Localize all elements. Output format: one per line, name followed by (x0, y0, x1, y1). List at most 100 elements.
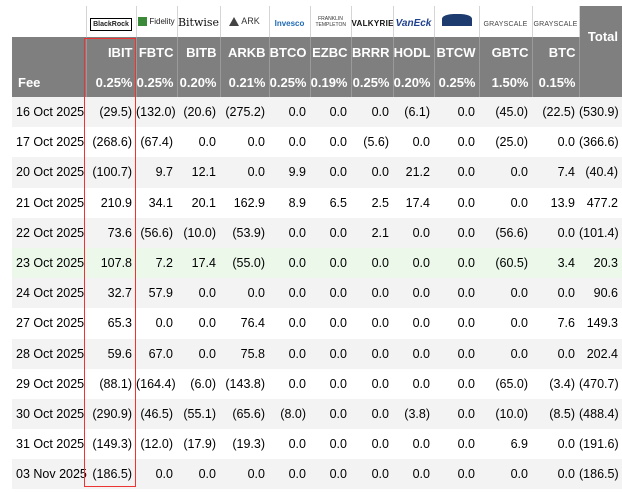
flow-cell: 0.0 (310, 368, 351, 399)
row-date: 30 Oct 2025 (12, 398, 86, 430)
bitwise-logo: Bitwise (177, 15, 220, 29)
flow-cell: (29.5) (86, 97, 136, 128)
row-date: 17 Oct 2025 (12, 127, 86, 158)
flow-cell: 0.0 (393, 308, 434, 339)
flow-cell: (132.0) (136, 97, 177, 128)
flow-cell: 0.0 (434, 157, 479, 188)
ticker-header-bitb: BITB (177, 37, 221, 67)
flow-cell: 0.0 (177, 127, 220, 158)
flow-cell: 0.0 (351, 278, 393, 309)
fee-arkb: 0.21% (220, 67, 270, 97)
table-row: 27 Oct 2025 65.3 0.0 0.0 76.4 0.0 0.0 0.0 0.0 0.0… (12, 308, 622, 339)
row-total: 477.2 (579, 187, 622, 218)
flow-cell: 0.0 (310, 338, 351, 369)
logo-corner-cell (12, 6, 87, 37)
flow-cell: 0.0 (393, 278, 434, 309)
flow-cell: 0.0 (434, 127, 479, 158)
table-row: 23 Oct 2025 107.8 7.2 17.4 (55.0) 0.0 0.0 0.0 0.… (12, 247, 622, 279)
flow-cell: (10.0) (479, 398, 532, 430)
issuer-logo-cell (434, 6, 480, 37)
ark-logo: ARK (229, 16, 260, 26)
issuer-logo-cell: GRAYSCALE (479, 6, 533, 37)
flow-cell: 0.0 (269, 338, 310, 369)
flow-cell: (25.0) (479, 127, 532, 158)
issuer-logo-cell: BlackRock (86, 6, 137, 37)
flow-cell: 0.0 (393, 429, 434, 460)
flow-cell: (53.9) (220, 217, 269, 248)
flow-cell: (60.5) (479, 247, 532, 279)
blackrock-logo: BlackRock (90, 17, 132, 31)
flow-cell: (56.6) (136, 217, 177, 248)
flow-cell: (6.1) (393, 97, 434, 128)
flow-cell: 0.0 (269, 127, 310, 158)
flow-cell: (3.8) (393, 398, 434, 430)
flow-cell: (6.0) (177, 368, 220, 399)
flow-cell: 7.4 (532, 157, 579, 188)
fee-fbtc: 0.25% (136, 67, 178, 97)
fee-hodl: 0.20% (393, 67, 435, 97)
flow-cell: 0.0 (351, 157, 393, 188)
flow-cell: 0.0 (351, 308, 393, 339)
fee-row: Fee 0.25% 0.25% 0.20% 0.21% 0.25% 0.19% 0.25% 0… (12, 67, 622, 97)
flow-cell: 0.0 (479, 157, 532, 188)
valkyrie-logo: VALKYRIE (351, 18, 394, 28)
flow-cell: (65.6) (220, 398, 269, 430)
flow-cell: 32.7 (86, 278, 136, 309)
flow-cell: (20.6) (177, 97, 220, 128)
flow-cell: 0.0 (310, 429, 351, 460)
flow-cell: 0.0 (351, 247, 393, 279)
fee-total (579, 67, 622, 97)
fee-label: Fee (12, 67, 87, 97)
flow-cell: (56.6) (479, 217, 532, 248)
row-total: (186.5) (579, 459, 622, 490)
flow-cell: (12.0) (136, 429, 177, 460)
flow-cell: (55.1) (177, 398, 220, 430)
ticker-header-fbtc: FBTC (136, 37, 178, 67)
fee-btcw: 0.25% (434, 67, 480, 97)
flow-cell: 0.0 (220, 127, 269, 158)
row-date: 22 Oct 2025 (12, 217, 86, 248)
flow-cell: 7.6 (532, 308, 579, 339)
flow-cell: 34.1 (136, 187, 177, 218)
table-row: 29 Oct 2025 (88.1) (164.4) (6.0) (143.8) 0.0 0… (12, 368, 622, 399)
flow-cell: 0.0 (220, 459, 269, 490)
flow-cell: (17.9) (177, 429, 220, 460)
flow-cell: 17.4 (393, 187, 434, 218)
flow-cell: 0.0 (434, 217, 479, 248)
flow-cell: 0.0 (136, 308, 177, 339)
flow-cell: (65.0) (479, 368, 532, 399)
flow-cell: 0.0 (269, 368, 310, 399)
row-date: 27 Oct 2025 (12, 308, 86, 339)
row-date: 31 Oct 2025 (12, 429, 86, 460)
row-total: (366.6) (579, 127, 622, 158)
row-date: 20 Oct 2025 (12, 157, 86, 188)
ticker-header-hodl: HODL (393, 37, 435, 67)
flow-cell: 0.0 (393, 368, 434, 399)
flow-cell: 0.0 (269, 459, 310, 490)
table-row: 31 Oct 2025 (149.3) (12.0) (17.9) (19.3) 0.0 0… (12, 429, 622, 460)
flow-cell: 0.0 (434, 278, 479, 309)
flow-cell: 0.0 (269, 247, 310, 279)
flow-cell: (5.6) (351, 127, 393, 158)
flow-cell: 0.0 (479, 308, 532, 339)
table-row: 17 Oct 2025 (268.6) (67.4) 0.0 0.0 0.0 0.0 (5.6… (12, 127, 622, 158)
flow-cell: (8.5) (532, 398, 579, 430)
flow-cell: 0.0 (434, 429, 479, 460)
flow-cell: (149.3) (86, 429, 136, 460)
flow-cell: 0.0 (269, 308, 310, 339)
flow-cell: 2.5 (351, 187, 393, 218)
table-row: 03 Nov 2025 (186.5) 0.0 0.0 0.0 0.0 0.0 0.0 0.0 0… (12, 459, 622, 490)
flow-cell: 0.0 (351, 97, 393, 128)
flow-cell: 0.0 (310, 127, 351, 158)
flow-cell: (164.4) (136, 368, 177, 399)
ticker-header-ibit: IBIT (86, 37, 137, 67)
row-total: (191.6) (579, 429, 622, 460)
flow-cell: 0.0 (532, 459, 579, 490)
flow-cell: 0.0 (532, 278, 579, 309)
flow-cell: 0.0 (351, 338, 393, 369)
flow-cell: (100.7) (86, 157, 136, 188)
grayscale-logo: GRAYSCALE (533, 20, 578, 28)
row-total: (488.4) (579, 398, 622, 430)
row-total: 149.3 (579, 308, 622, 339)
flow-cell: 0.0 (434, 338, 479, 369)
